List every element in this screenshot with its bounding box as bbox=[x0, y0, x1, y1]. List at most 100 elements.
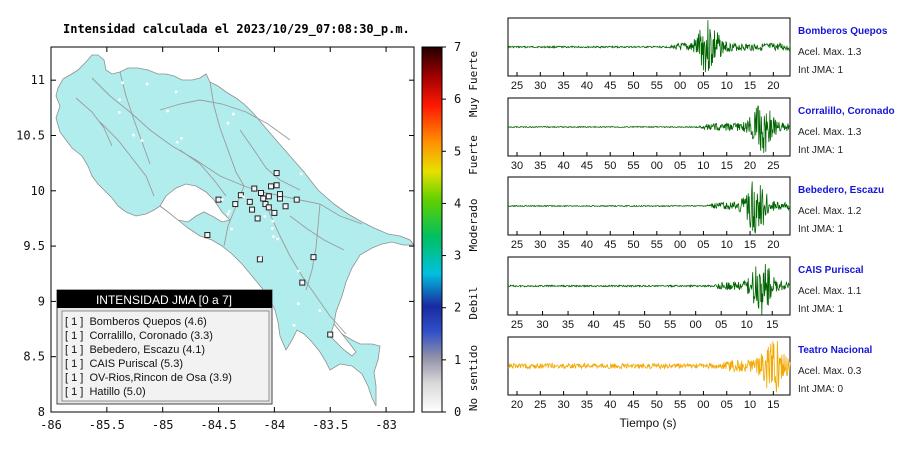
waveform-xtick-label: 55 bbox=[664, 319, 676, 331]
waveform-xtick-label: 30 bbox=[534, 80, 546, 92]
town-dot bbox=[140, 139, 144, 142]
town-dot bbox=[174, 90, 178, 94]
town-dot bbox=[166, 109, 170, 113]
town-dot bbox=[236, 281, 240, 285]
station-marker bbox=[310, 254, 317, 261]
colorbar-label-fuerte: Fuerte bbox=[467, 135, 480, 175]
waveform-xtick-label: 10 bbox=[721, 80, 733, 92]
map-ytick-label: 8 bbox=[38, 405, 45, 419]
waveform-panel: 25 30 35 40 45 50 55 00 05 10 15 20 Bomberos Quepos A… bbox=[507, 17, 888, 92]
town-dot bbox=[270, 227, 274, 230]
colorbar-tick-label: 3 bbox=[454, 249, 461, 263]
waveform-xtick-label: 40 bbox=[604, 399, 616, 411]
town-dot bbox=[96, 248, 100, 252]
costa-rica-land bbox=[55, 54, 415, 407]
town-dot bbox=[191, 249, 195, 253]
town-dot bbox=[231, 112, 235, 116]
waveform-panel: 20 25 30 35 40 45 50 55 00 05 10 15 Teatro Nacional A… bbox=[507, 336, 872, 411]
town-dot bbox=[227, 209, 231, 213]
station-marker bbox=[271, 209, 278, 216]
station-markers bbox=[96, 81, 386, 341]
town-dot bbox=[180, 136, 183, 140]
town-dot bbox=[382, 257, 386, 261]
waveform-xtick-label: 15 bbox=[767, 399, 779, 411]
waveform-xtick-label: 40 bbox=[587, 319, 599, 331]
station-marker bbox=[282, 203, 289, 210]
town-dot bbox=[220, 198, 224, 201]
legend-row: [ 1 ] CAIS Puriscal (5.3) bbox=[65, 358, 183, 370]
station-marker bbox=[237, 192, 244, 199]
waveform-xtick-label: 55 bbox=[651, 80, 663, 92]
waveform-xtick-label: 05 bbox=[697, 239, 709, 251]
town-dot bbox=[276, 237, 279, 241]
waveform-xtick-label: 10 bbox=[744, 399, 756, 411]
town-dot bbox=[293, 113, 297, 117]
waveform-xtick-label: 55 bbox=[651, 239, 663, 251]
town-dot bbox=[226, 121, 230, 125]
waveform-xtick-label: 00 bbox=[690, 319, 702, 331]
waveform-xtick-label: 50 bbox=[627, 80, 639, 92]
station-jma: Int JMA: 0 bbox=[798, 384, 843, 395]
waveform-xtick-label: 45 bbox=[613, 319, 625, 331]
map-ytick-label: 11 bbox=[31, 73, 45, 87]
town-dot bbox=[129, 279, 132, 283]
colorbar-tick-label: 1 bbox=[454, 353, 461, 367]
station-marker bbox=[299, 279, 306, 286]
legend-row: [ 1 ] Bebedero, Escazu (4.1) bbox=[65, 344, 205, 356]
town-dot bbox=[263, 214, 267, 218]
town-dot bbox=[118, 98, 122, 102]
station-jma: Int JMA: 1 bbox=[798, 224, 843, 235]
colorbar-label-moderado: Moderado bbox=[467, 199, 480, 252]
waveform-trace bbox=[507, 20, 791, 73]
station-accel: Acel. Max. 1.1 bbox=[798, 286, 862, 297]
station-accel: Acel. Max. 0.3 bbox=[798, 366, 862, 377]
waveform-xtick-label: 35 bbox=[557, 239, 569, 251]
map-xtick-label: -83.5 bbox=[312, 418, 348, 432]
town-dot bbox=[173, 281, 177, 285]
waveform-xtick-label: 05 bbox=[715, 319, 727, 331]
map-axes: -86 -85.5 -85 -84.5 -84 -83.5 -83 11 10.5 10 9.5 9 8… bbox=[16, 46, 415, 432]
colorbar-tick-label: 4 bbox=[454, 196, 461, 210]
map-ytick-label: 9.5 bbox=[23, 239, 45, 253]
colorbar-tick-label: 7 bbox=[454, 40, 461, 54]
waveform-xtick-label: 25 bbox=[511, 239, 523, 251]
waveform-xtick-label: 20 bbox=[511, 399, 523, 411]
waveform-xtick-label: 15 bbox=[744, 80, 756, 92]
waveform-xtick-label: 20 bbox=[767, 80, 779, 92]
waveform-xtick-label: 50 bbox=[638, 319, 650, 331]
map-xtick-label: -83 bbox=[375, 418, 397, 432]
colorbar-gradient bbox=[421, 46, 443, 413]
town-dot bbox=[319, 174, 323, 178]
town-dot bbox=[307, 159, 311, 162]
waveform-xtick-label: 30 bbox=[511, 160, 523, 172]
legend-row: [ 1 ] Bomberos Quepos (4.6) bbox=[65, 316, 207, 328]
town-dot bbox=[364, 274, 368, 277]
waveform-xtick-label: 15 bbox=[744, 239, 756, 251]
station-marker bbox=[257, 190, 264, 196]
waveform-xtick-label: 35 bbox=[562, 319, 574, 331]
town-dot bbox=[296, 302, 300, 306]
town-dot bbox=[200, 251, 204, 255]
town-dot bbox=[318, 309, 322, 313]
waveform-panel: 30 35 40 45 50 55 00 05 10 15 20 25 Corralillo, Coro… bbox=[507, 97, 895, 172]
town-dot bbox=[299, 172, 303, 176]
waveform-panels: 25 30 35 40 45 50 55 00 05 10 15 20 Bomberos Quepos A… bbox=[507, 17, 895, 411]
station-marker bbox=[273, 182, 280, 189]
station-marker bbox=[254, 215, 261, 222]
legend-header bbox=[57, 290, 272, 308]
colorbar-label-muy-fuerte: Muy Fuerte bbox=[467, 51, 480, 117]
station-accel: Acel. Max. 1.3 bbox=[798, 47, 862, 58]
station-marker bbox=[204, 232, 211, 239]
waveform-xtick-label: 55 bbox=[674, 399, 686, 411]
waveform-xtick-label: 00 bbox=[674, 239, 686, 251]
waveform-xtick-label: 00 bbox=[651, 160, 663, 172]
waveform-xtick-label: 15 bbox=[766, 319, 778, 331]
waveform-xtick-label: 45 bbox=[604, 80, 616, 92]
town-dot bbox=[271, 219, 275, 223]
map-xtick-label: -85.5 bbox=[89, 418, 125, 432]
waveform-xtick-label: 40 bbox=[557, 160, 569, 172]
town-dot bbox=[230, 227, 234, 231]
town-dot bbox=[373, 115, 377, 119]
map-xtick-label: -84.5 bbox=[200, 418, 236, 432]
station-marker bbox=[268, 183, 275, 190]
